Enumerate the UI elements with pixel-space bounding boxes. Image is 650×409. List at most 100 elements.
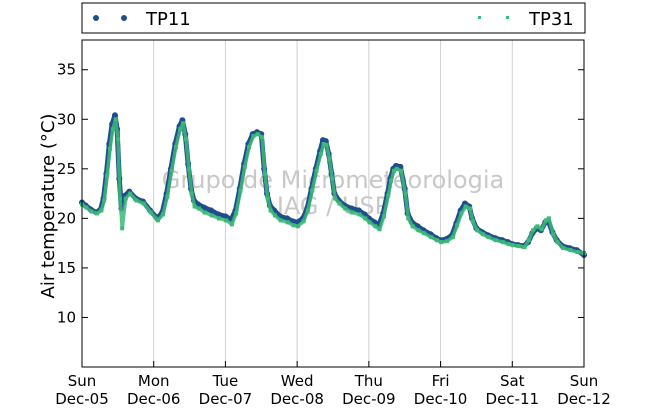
data-point (295, 224, 300, 229)
x-tick-date: Dec-06 (127, 390, 181, 408)
x-tick-date: Dec-12 (557, 390, 611, 408)
data-point (305, 208, 310, 213)
data-point (310, 188, 315, 193)
data-point (500, 240, 505, 245)
data-point (111, 112, 118, 119)
x-tick-weekday: Tue (212, 372, 239, 390)
data-point (196, 206, 201, 211)
data-point (463, 204, 468, 209)
data-point (301, 219, 306, 224)
data-point (242, 164, 247, 169)
data-point (422, 231, 427, 236)
data-point (416, 228, 421, 233)
data-point (161, 212, 166, 217)
data-point (255, 132, 260, 137)
data-point (321, 142, 326, 147)
data-point (337, 201, 342, 206)
x-tick-weekday: Sat (500, 372, 525, 390)
data-point (209, 213, 214, 218)
data-point (535, 224, 540, 229)
legend-label-tp11: TP11 (145, 9, 191, 30)
data-point (324, 143, 329, 148)
data-point (291, 223, 296, 228)
x-tick-date: Dec-05 (55, 390, 109, 408)
legend: TP11 TP31 (81, 2, 586, 34)
plot-area: Grupo de Micrometeorologia IAG / USP (79, 39, 587, 368)
data-point (118, 196, 123, 201)
data-point (467, 206, 472, 211)
data-point (107, 147, 112, 151)
data-point (102, 198, 107, 203)
data-point (516, 244, 521, 249)
data-point (202, 210, 207, 215)
data-point (561, 246, 566, 251)
data-point (285, 220, 290, 225)
data-point (568, 248, 573, 253)
data-point (123, 196, 128, 201)
data-point (493, 238, 498, 243)
data-point (511, 243, 516, 248)
data-point (399, 168, 404, 173)
y-axis: 10 15 20 25 30 35 (57, 61, 584, 326)
grid-lines (153, 40, 513, 367)
data-point (389, 178, 394, 183)
data-point (284, 215, 291, 222)
data-point (350, 210, 355, 215)
data-point (208, 207, 215, 214)
data-point (475, 228, 480, 233)
data-point (555, 240, 560, 245)
data-point (262, 171, 267, 176)
legend-marker-tp11 (93, 15, 99, 21)
data-point (165, 194, 170, 199)
legend-label-tp31: TP31 (528, 9, 574, 30)
y-tick-label: 15 (57, 259, 76, 277)
data-point (224, 218, 229, 223)
data-point (229, 222, 234, 227)
data-point (546, 216, 551, 221)
data-point (268, 208, 273, 213)
data-point (89, 209, 94, 214)
data-point (373, 224, 378, 229)
data-point (189, 191, 194, 196)
x-tick-date: Dec-11 (486, 390, 540, 408)
data-point (506, 242, 511, 247)
data-point (327, 156, 332, 161)
data-point (434, 238, 439, 243)
data-point (526, 238, 531, 243)
data-point (216, 216, 221, 221)
x-tick-date: Dec-07 (199, 390, 253, 408)
data-point (115, 137, 120, 142)
data-point (110, 127, 115, 132)
data-point (343, 206, 348, 211)
data-point (278, 218, 283, 223)
data-point (377, 227, 382, 232)
y-tick-label: 10 (57, 308, 76, 326)
data-point (439, 240, 444, 245)
data-point (394, 166, 399, 171)
x-tick-weekday: Wed (281, 372, 314, 390)
data-point (333, 196, 338, 201)
x-tick-date: Dec-08 (270, 390, 324, 408)
legend-marker-tp31 (506, 16, 509, 19)
data-point (363, 216, 368, 221)
data-point (134, 198, 139, 203)
data-point (355, 207, 362, 214)
data-point (173, 145, 178, 150)
data-point (386, 193, 391, 198)
x-tick-weekday: Sun (570, 372, 599, 390)
series-layer (79, 112, 587, 259)
y-axis-title: Air temperature (°C) (38, 114, 59, 299)
x-tick-date: Dec-09 (342, 390, 396, 408)
data-point (357, 212, 362, 217)
data-point (551, 232, 556, 237)
data-point (367, 220, 372, 225)
data-point (181, 121, 186, 126)
watermark-line-2: IAG / USP (277, 192, 389, 220)
data-point (318, 151, 323, 156)
y-tick-label: 20 (57, 209, 76, 227)
legend-marker-tp31 (478, 16, 481, 19)
data-point (486, 235, 491, 240)
y-tick-label: 25 (57, 160, 76, 178)
x-axis: SunDec-05MonDec-06TueDec-07WedDec-08ThuD… (55, 361, 611, 408)
data-point (183, 137, 188, 142)
